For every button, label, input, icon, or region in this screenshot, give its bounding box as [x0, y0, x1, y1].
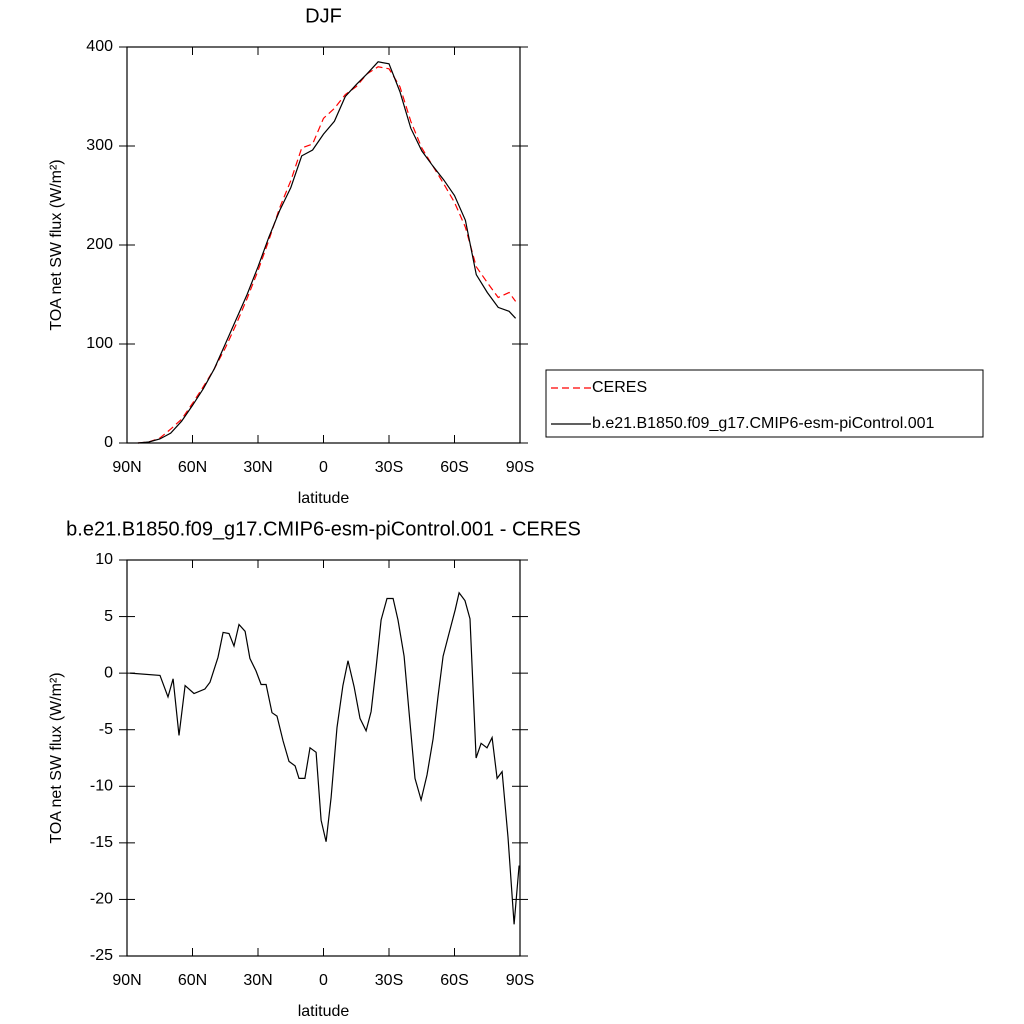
- y-axis-label: TOA net SW flux (W/m²): [48, 159, 65, 330]
- plot-frame: [126, 559, 521, 957]
- x-tick-label: 60S: [440, 459, 468, 476]
- legend-label: b.e21.B1850.f09_g17.CMIP6-esm-piControl.…: [592, 415, 935, 432]
- x-tick-label: 90S: [506, 972, 534, 989]
- plot-frame: [126, 46, 521, 444]
- y-tick-label: 300: [86, 137, 113, 154]
- y-tick-label: 400: [86, 38, 113, 55]
- x-tick-label: 30N: [243, 972, 272, 989]
- data-line: [137, 66, 517, 444]
- x-axis-label: latitude: [298, 1003, 350, 1020]
- x-tick-label: 90S: [506, 459, 534, 476]
- y-tick-label: -5: [99, 721, 113, 738]
- x-tick-label: 30N: [243, 459, 272, 476]
- x-tick-label: 30S: [375, 459, 403, 476]
- y-tick-label: 200: [86, 236, 113, 253]
- data-line: [137, 61, 517, 444]
- y-tick-label: -25: [90, 947, 113, 964]
- x-tick-label: 60N: [178, 972, 207, 989]
- x-tick-label: 90N: [112, 459, 141, 476]
- y-tick-label: -10: [90, 778, 113, 795]
- x-tick-label: 90N: [112, 972, 141, 989]
- data-line: [130, 591, 520, 925]
- legend: CERES b.e21.B1850.f09_g17.CMIP6-esm-piCon…: [545, 369, 984, 438]
- y-tick-label: -15: [90, 834, 113, 851]
- y-tick-label: 0: [104, 664, 113, 681]
- y-tick-label: 10: [95, 551, 113, 568]
- x-axis-label: latitude: [298, 490, 350, 507]
- y-tick-label: 100: [86, 335, 113, 352]
- y-tick-label: 5: [104, 608, 113, 625]
- y-tick-label: 0: [104, 434, 113, 451]
- chart-title: DJF: [305, 5, 342, 27]
- x-tick-label: 0: [319, 459, 328, 476]
- y-axis-label: TOA net SW flux (W/m²): [48, 672, 65, 843]
- chart-title: b.e21.B1850.f09_g17.CMIP6-esm-piControl.…: [66, 518, 581, 540]
- y-tick-label: -20: [90, 891, 113, 908]
- x-tick-label: 0: [319, 972, 328, 989]
- x-tick-label: 60N: [178, 459, 207, 476]
- x-tick-label: 30S: [375, 972, 403, 989]
- x-tick-label: 60S: [440, 972, 468, 989]
- legend-label: CERES: [592, 379, 647, 396]
- legend-box: [545, 369, 984, 438]
